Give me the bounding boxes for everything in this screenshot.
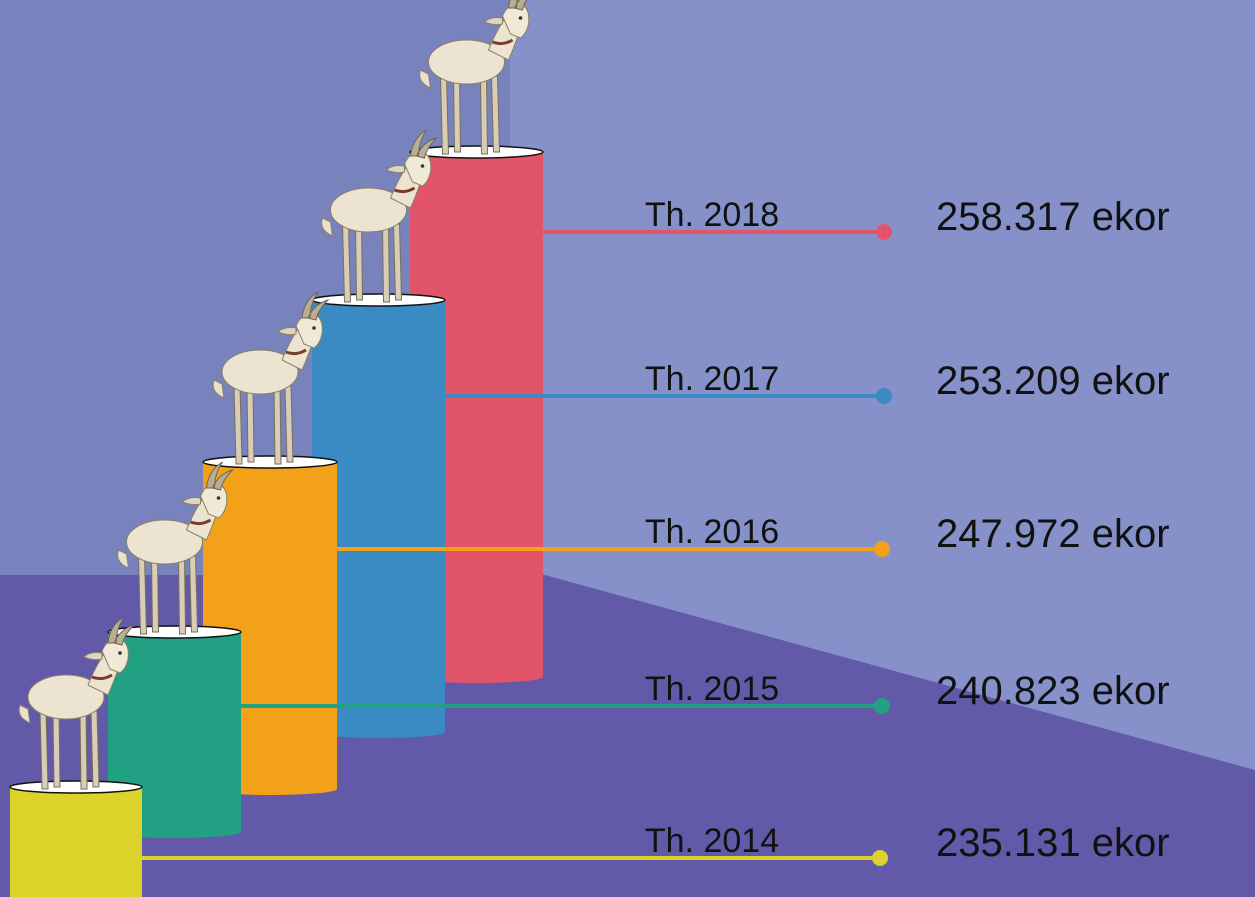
- connector-dot: [876, 388, 892, 404]
- value-label: 235.131 ekor: [936, 821, 1170, 865]
- cylinder-top: [312, 294, 445, 306]
- connector-dot: [874, 698, 890, 714]
- cylinder-top: [10, 781, 142, 793]
- connector-dot: [876, 224, 892, 240]
- value-label: 240.823 ekor: [936, 669, 1170, 713]
- value-label: 247.972 ekor: [936, 512, 1170, 556]
- cylinder-top: [203, 456, 337, 468]
- year-label: Th. 2016: [645, 513, 779, 551]
- connector-dot: [872, 850, 888, 866]
- year-label: Th. 2014: [645, 822, 779, 860]
- value-label: 253.209 ekor: [936, 359, 1170, 403]
- cylinder-body: [10, 787, 142, 897]
- year-label: Th. 2015: [645, 670, 779, 708]
- connector-dot: [874, 541, 890, 557]
- year-label: Th. 2017: [645, 360, 779, 398]
- year-label: Th. 2018: [645, 196, 779, 234]
- cylinder-top: [410, 146, 543, 158]
- page: Th. 2018 258.317 ekor Th. 2017 253.209 ekor…: [0, 0, 1255, 897]
- value-label: 258.317 ekor: [936, 195, 1170, 239]
- infographic: Th. 2018 258.317 ekor Th. 2017 253.209 ekor…: [0, 0, 1255, 897]
